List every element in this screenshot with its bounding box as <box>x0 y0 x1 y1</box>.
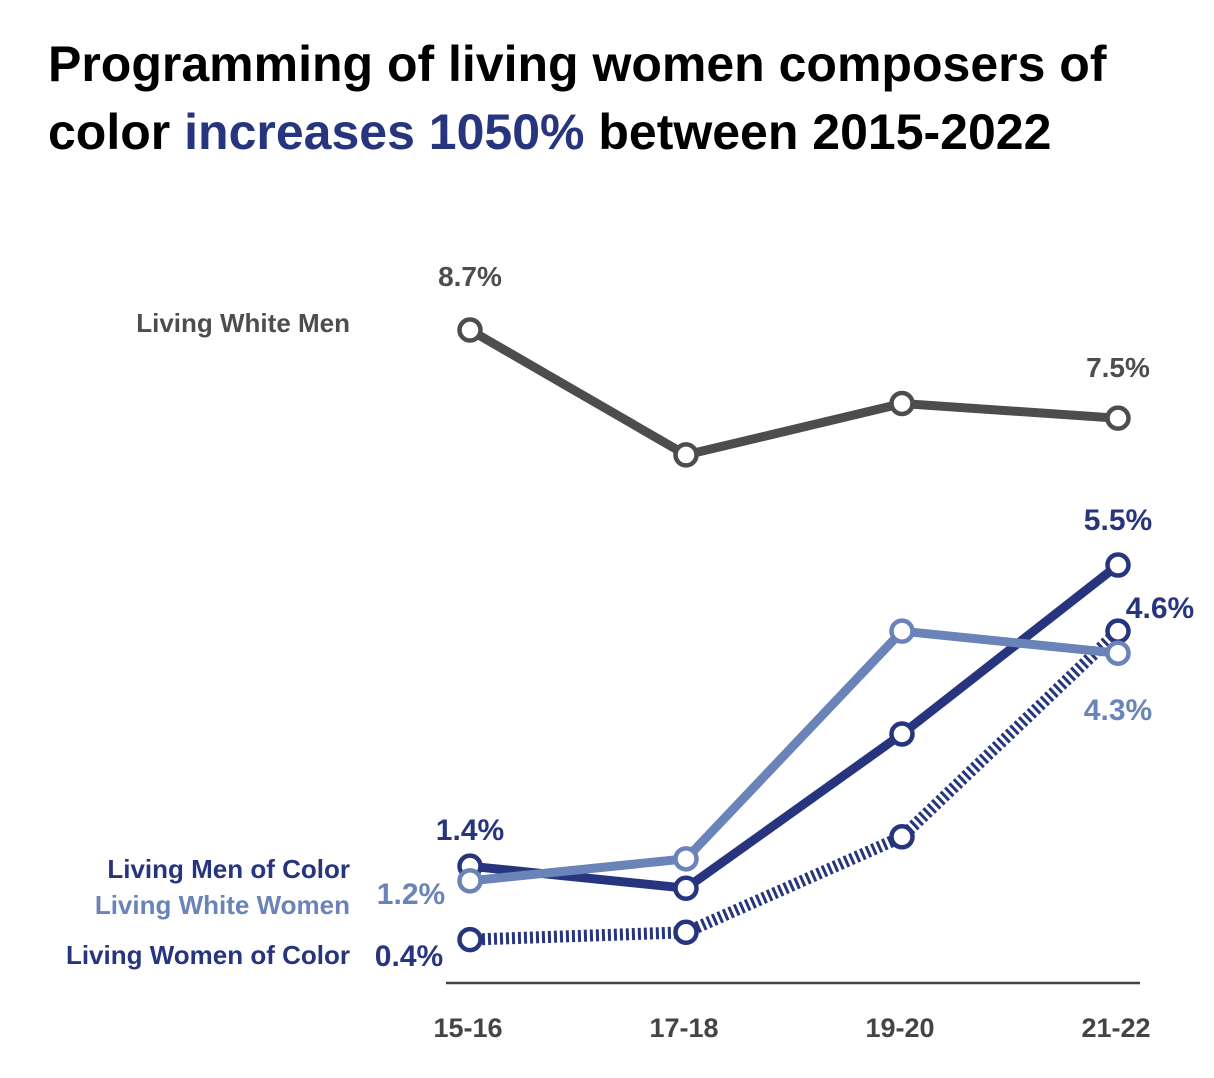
data-point-women_color-17-18 <box>673 919 699 946</box>
series-line-women_color <box>469 626 1123 946</box>
data-point-men_color-19-20 <box>889 721 915 747</box>
series-label-men_white: Living White Men <box>136 308 350 338</box>
data-point-women_white-19-20 <box>889 618 915 644</box>
series-line-men_white <box>467 326 1119 460</box>
data-label-start-men_white: 8.7% <box>438 261 502 292</box>
data-label-start-men_color: 1.4% <box>436 814 504 847</box>
series-label-women_color: Living Women of Color <box>66 940 350 970</box>
data-point-men_white-17-18 <box>673 442 699 468</box>
data-point-men_color-17-18 <box>673 875 699 901</box>
data-point-women_color-19-20 <box>889 824 915 850</box>
data-point-women_white-21-22 <box>1105 640 1131 666</box>
data-point-men_white-19-20 <box>889 390 915 417</box>
data-label-end-men_white: 7.5% <box>1086 352 1150 383</box>
data-point-women_white-15-16 <box>457 868 483 894</box>
x-tick-label-19-20: 19-20 <box>865 1013 934 1043</box>
series-line-women_white <box>469 626 1119 886</box>
data-point-men_color-21-22 <box>1105 552 1131 578</box>
chart-title: Programming of living women composers of… <box>48 30 1198 166</box>
data-point-men_white-15-16 <box>457 317 483 343</box>
data-label-start-women_color: 0.4% <box>375 940 443 973</box>
title-text: Programming of living women composers of… <box>48 36 1107 160</box>
x-tick-label-21-22: 21-22 <box>1081 1013 1150 1043</box>
series-label-men_color: Living Men of Color <box>107 854 350 884</box>
data-point-men_white-21-22 <box>1105 405 1131 431</box>
series-line-men_color <box>469 561 1121 893</box>
x-tick-label-15-16: 15-16 <box>433 1013 502 1043</box>
series-label-women_white: Living White Women <box>95 890 350 920</box>
data-label-start-women_white: 1.2% <box>377 878 445 911</box>
data-point-women_white-17-18 <box>673 846 699 872</box>
data-point-women_color-15-16 <box>457 926 483 953</box>
data-label-end-women_color: 4.6% <box>1126 592 1194 625</box>
data-label-end-women_white: 4.3% <box>1084 694 1152 727</box>
title-text-end: between 2015-2022 <box>584 104 1052 160</box>
title-highlight: increases 1050% <box>184 104 585 160</box>
x-tick-label-17-18: 17-18 <box>649 1013 718 1043</box>
data-label-end-men_color: 5.5% <box>1084 504 1152 537</box>
